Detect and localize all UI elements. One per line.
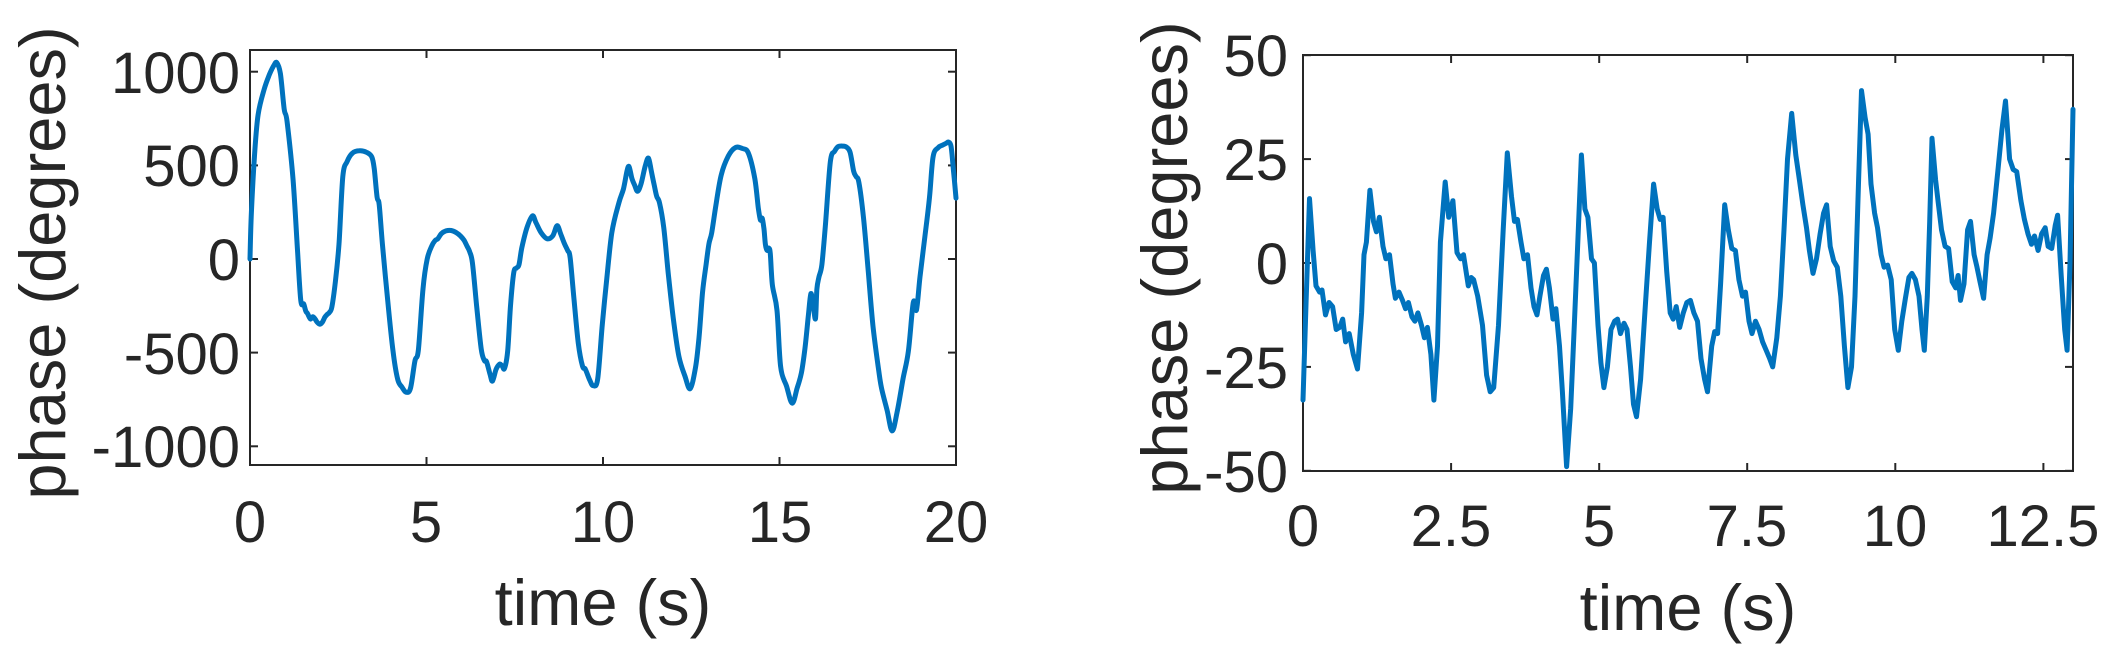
svg-text:20: 20 (924, 490, 989, 555)
svg-text:10: 10 (571, 490, 636, 555)
svg-text:0: 0 (208, 228, 240, 293)
svg-text:10: 10 (1863, 494, 1928, 559)
svg-text:0: 0 (1256, 232, 1288, 297)
svg-text:-500: -500 (124, 322, 240, 387)
svg-text:1000: 1000 (111, 41, 240, 106)
svg-text:phase (degrees): phase (degrees) (6, 26, 79, 499)
svg-text:2.5: 2.5 (1411, 494, 1492, 559)
svg-text:time (s): time (s) (495, 566, 712, 639)
svg-text:50: 50 (1223, 24, 1288, 89)
svg-text:25: 25 (1223, 128, 1288, 193)
svg-text:time (s): time (s) (1580, 571, 1797, 644)
svg-text:phase (degrees): phase (degrees) (1128, 21, 1201, 494)
svg-text:-25: -25 (1204, 336, 1288, 401)
svg-text:12.5: 12.5 (1987, 494, 2100, 559)
svg-text:0: 0 (1287, 494, 1319, 559)
svg-text:-1000: -1000 (92, 415, 240, 480)
svg-text:-50: -50 (1204, 440, 1288, 505)
svg-text:5: 5 (1583, 494, 1615, 559)
svg-text:15: 15 (748, 490, 813, 555)
svg-text:7.5: 7.5 (1707, 494, 1788, 559)
svg-text:500: 500 (143, 134, 240, 199)
svg-text:0: 0 (234, 490, 266, 555)
svg-text:5: 5 (410, 490, 442, 555)
